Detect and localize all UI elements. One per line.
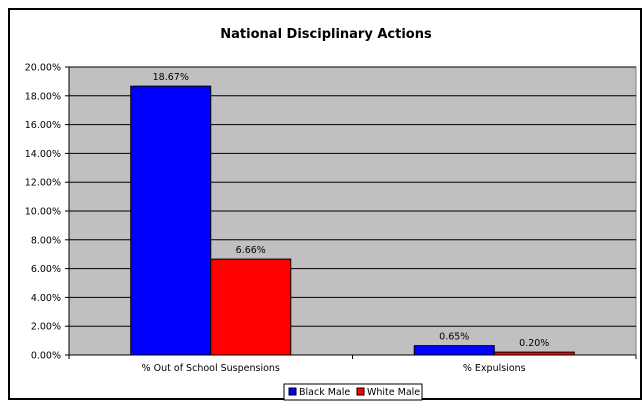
legend-label: White Male <box>367 387 420 398</box>
bar <box>130 85 212 356</box>
y-tick-label: 0.00% <box>31 351 61 362</box>
data-label: 6.66% <box>236 245 266 256</box>
x-axis: % Out of School Suspensions % Expulsions <box>68 354 637 374</box>
y-tick-label: 2.00% <box>31 322 61 333</box>
data-label: 0.20% <box>519 338 549 349</box>
x-tick-label: % Expulsions <box>463 363 526 374</box>
legend-label: Black Male <box>299 387 350 398</box>
legend-box <box>283 383 423 401</box>
y-tick-label: 18.00% <box>25 91 61 102</box>
y-tick-label: 10.00% <box>25 207 61 218</box>
y-tick-label: 4.00% <box>31 293 61 304</box>
y-tick-label: 16.00% <box>25 120 61 131</box>
legend: Black Male White Male <box>283 383 423 401</box>
x-tick-label: % Out of School Suspensions <box>142 363 280 374</box>
bar <box>210 258 292 356</box>
chart-title: National Disciplinary Actions <box>220 27 432 42</box>
bar <box>413 345 495 356</box>
legend-swatch <box>356 387 365 396</box>
bars: 18.67% 6.66% 0.65% 0.20% <box>130 72 575 356</box>
y-tick-label: 8.00% <box>31 235 61 246</box>
data-label: 0.65% <box>439 332 469 343</box>
y-tick-label: 20.00% <box>25 63 61 74</box>
y-tick-label: 14.00% <box>25 149 61 160</box>
y-tick-label: 6.00% <box>31 264 61 275</box>
y-axis: 0.00% 2.00% 4.00% 6.00% 8.00% 10.00% 12.00% 14.… <box>25 63 70 362</box>
y-tick-label: 12.00% <box>25 178 61 189</box>
legend-swatch <box>288 387 297 396</box>
data-label: 18.67% <box>153 72 189 83</box>
